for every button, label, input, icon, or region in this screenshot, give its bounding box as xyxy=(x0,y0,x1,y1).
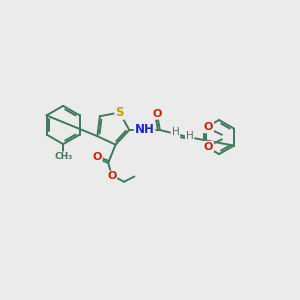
Text: H: H xyxy=(186,131,194,141)
Text: CH₃: CH₃ xyxy=(54,152,72,161)
Text: O: O xyxy=(107,172,116,182)
Text: O: O xyxy=(204,142,213,152)
Text: O: O xyxy=(153,109,162,119)
Text: O: O xyxy=(92,152,102,162)
Text: O: O xyxy=(204,122,213,132)
Text: H: H xyxy=(172,128,179,137)
Text: S: S xyxy=(115,106,124,119)
Text: NH: NH xyxy=(135,124,155,136)
